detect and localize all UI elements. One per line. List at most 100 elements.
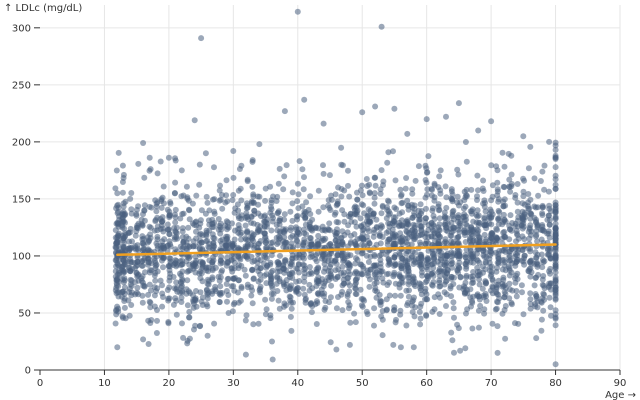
data-point (134, 258, 141, 265)
data-point (183, 258, 190, 265)
data-point (160, 294, 166, 300)
data-point (540, 227, 547, 233)
data-point (507, 188, 514, 195)
data-point (186, 216, 193, 223)
data-point (205, 243, 212, 250)
data-point (347, 252, 354, 259)
data-point (409, 186, 416, 193)
data-point (448, 219, 455, 226)
data-point (250, 237, 257, 244)
data-point (483, 279, 489, 286)
data-point (313, 258, 320, 265)
data-point (112, 244, 119, 251)
data-point (448, 186, 455, 193)
data-point (494, 349, 501, 356)
data-point (328, 192, 335, 199)
data-point (540, 273, 547, 279)
data-point (442, 222, 449, 229)
data-point (546, 221, 553, 228)
data-point (235, 277, 242, 284)
data-point (404, 130, 411, 137)
data-point (146, 167, 153, 174)
data-point (379, 332, 386, 339)
data-point (552, 277, 559, 284)
data-point (223, 177, 230, 184)
y-tick-label-300: 300 (12, 23, 31, 34)
data-point (423, 116, 430, 123)
data-point (396, 284, 403, 291)
data-point (539, 222, 546, 228)
data-point (113, 220, 120, 227)
data-point (552, 236, 559, 243)
data-point (300, 285, 307, 292)
data-point (346, 193, 353, 200)
data-point (552, 142, 559, 149)
data-point (164, 221, 171, 228)
data-point (502, 335, 509, 342)
data-point (397, 292, 404, 299)
data-point (476, 281, 483, 288)
data-point (295, 284, 301, 291)
data-point (197, 258, 204, 265)
data-point (203, 232, 210, 239)
data-point (273, 198, 280, 204)
data-point (166, 284, 173, 291)
data-point (209, 274, 216, 281)
data-point (224, 298, 230, 305)
data-point (113, 290, 120, 297)
data-point (391, 304, 398, 311)
data-point (366, 219, 373, 226)
data-point (469, 325, 476, 332)
data-point (249, 287, 256, 294)
data-point (320, 162, 326, 169)
data-point (500, 198, 507, 205)
data-point (346, 271, 353, 278)
data-point (180, 210, 187, 217)
data-point (508, 299, 515, 306)
data-point (173, 311, 180, 318)
data-point (468, 303, 474, 310)
data-point (476, 220, 483, 226)
data-point (262, 197, 269, 204)
data-point (514, 199, 521, 206)
data-point (506, 286, 513, 293)
data-point (372, 285, 379, 291)
data-point (463, 265, 470, 272)
data-point (392, 319, 399, 326)
data-point (301, 274, 308, 281)
data-point (546, 138, 553, 145)
data-point (275, 261, 282, 268)
data-point (422, 215, 429, 222)
data-point (249, 300, 256, 307)
data-point (481, 197, 488, 204)
data-point (315, 187, 322, 194)
data-point (184, 194, 191, 201)
data-point (228, 264, 235, 271)
data-point (327, 339, 334, 346)
data-point (243, 312, 250, 319)
data-point (474, 172, 481, 179)
data-point (514, 249, 521, 256)
data-point (293, 226, 300, 233)
data-point (397, 235, 404, 242)
data-point (295, 191, 302, 198)
data-point (283, 267, 289, 274)
data-point (488, 263, 495, 270)
data-point (287, 313, 294, 320)
data-point (494, 186, 501, 193)
x-tick-label-0: 0 (37, 378, 43, 389)
data-point (230, 301, 237, 308)
data-point (409, 190, 416, 197)
data-point (114, 190, 121, 197)
data-point (224, 226, 230, 233)
data-point (332, 191, 339, 198)
data-point (198, 207, 205, 214)
data-point (505, 150, 512, 157)
data-point (177, 262, 184, 269)
data-point (378, 210, 385, 217)
data-point (357, 187, 364, 194)
data-point (501, 259, 508, 266)
data-point (378, 167, 385, 174)
data-point (454, 267, 461, 274)
data-point (197, 289, 204, 296)
